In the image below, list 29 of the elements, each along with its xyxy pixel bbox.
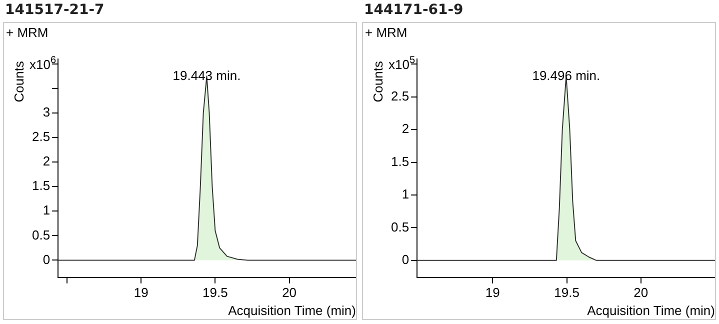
- y-tick-label: 2: [402, 121, 410, 136]
- y-tick-label: 0: [402, 252, 410, 267]
- x-tick-label: 19: [485, 284, 500, 300]
- x-axis-title: Acquisition Time (min): [228, 303, 356, 318]
- chart-title: 144171-61-9: [364, 2, 464, 18]
- y-tick-label: 0.5: [32, 227, 50, 242]
- y-tick-label: 2: [42, 154, 50, 169]
- y-tick-label: 1: [402, 186, 410, 202]
- x-axis-title: Acquisition Time (min): [587, 303, 715, 318]
- y-tick-label: 1.5: [32, 178, 50, 194]
- chart-subtitle: + MRM: [6, 25, 48, 40]
- y-tick-label: 2.5: [32, 129, 50, 144]
- y-tick-label: 0.5: [390, 219, 410, 234]
- y-tick-label: 0: [42, 252, 50, 267]
- x-tick-label: 19.5: [554, 284, 580, 300]
- annotation: 19.496 min.: [532, 68, 600, 83]
- chart-subtitle: + MRM: [365, 25, 408, 40]
- x-tick-label: 19.5: [202, 284, 228, 300]
- annotation: 19.443 min.: [172, 68, 241, 84]
- y-axis-title: Counts: [370, 60, 386, 102]
- y-tick-label: 1: [42, 202, 50, 218]
- y-axis-title: Counts: [12, 60, 27, 102]
- x-tick-label: 20: [282, 284, 297, 300]
- x-tick-label: 20: [634, 284, 648, 300]
- y-tick-label: 1.5: [390, 154, 410, 169]
- y-tick-label: 3: [42, 104, 50, 120]
- chart-title: 141517-21-7: [5, 2, 104, 18]
- x-tick-label: 19: [134, 284, 148, 300]
- y-tick-label: 2.5: [390, 88, 410, 104]
